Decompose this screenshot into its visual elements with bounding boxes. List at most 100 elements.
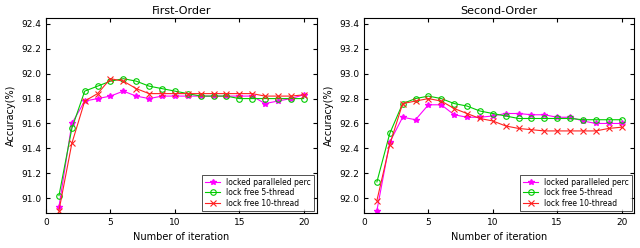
lock free 5-thread: [132, 80, 140, 83]
locked paralleled perc: [274, 100, 282, 103]
locked paralleled perc: [566, 116, 574, 119]
lock free 10-thread: [300, 93, 307, 96]
locked paralleled perc: [618, 122, 625, 125]
lock free 10-thread: [158, 92, 166, 95]
locked paralleled perc: [236, 94, 243, 97]
locked paralleled perc: [184, 94, 191, 97]
lock free 5-thread: [236, 97, 243, 100]
locked paralleled perc: [424, 103, 432, 106]
lock free 10-thread: [55, 209, 63, 212]
lock free 5-thread: [527, 117, 535, 120]
locked paralleled perc: [527, 113, 535, 116]
lock free 10-thread: [592, 129, 600, 132]
lock free 5-thread: [94, 85, 102, 88]
locked paralleled perc: [68, 122, 76, 125]
locked paralleled perc: [540, 113, 548, 116]
locked paralleled perc: [605, 122, 612, 125]
lock free 10-thread: [223, 92, 230, 95]
lock free 10-thread: [515, 127, 522, 130]
lock free 5-thread: [579, 118, 587, 121]
lock free 10-thread: [502, 124, 509, 127]
locked paralleled perc: [81, 100, 88, 103]
lock free 10-thread: [210, 92, 218, 95]
locked paralleled perc: [223, 94, 230, 97]
lock free 5-thread: [261, 97, 269, 100]
lock free 10-thread: [605, 127, 612, 130]
lock free 10-thread: [540, 129, 548, 132]
lock free 5-thread: [566, 117, 574, 120]
lock free 5-thread: [515, 117, 522, 120]
lock free 10-thread: [68, 142, 76, 145]
lock free 5-thread: [618, 118, 625, 121]
lock free 10-thread: [248, 92, 256, 95]
locked paralleled perc: [373, 209, 381, 212]
lock free 5-thread: [287, 97, 294, 100]
lock free 5-thread: [81, 90, 88, 93]
locked paralleled perc: [196, 94, 204, 97]
locked paralleled perc: [300, 93, 307, 96]
locked paralleled perc: [287, 97, 294, 100]
locked paralleled perc: [248, 94, 256, 97]
lock free 10-thread: [274, 94, 282, 97]
lock free 5-thread: [386, 132, 394, 135]
Y-axis label: Accuracy(%): Accuracy(%): [6, 85, 15, 146]
Legend: locked paralleled perc, lock free 5-thread, lock free 10-thread: locked paralleled perc, lock free 5-thre…: [520, 175, 632, 211]
lock free 10-thread: [184, 92, 191, 95]
lock free 10-thread: [618, 126, 625, 129]
lock free 5-thread: [540, 117, 548, 120]
lock free 5-thread: [210, 94, 218, 97]
locked paralleled perc: [145, 97, 153, 100]
locked paralleled perc: [132, 94, 140, 97]
locked paralleled perc: [94, 97, 102, 100]
lock free 5-thread: [489, 112, 497, 115]
lock free 5-thread: [300, 97, 307, 100]
locked paralleled perc: [158, 94, 166, 97]
locked paralleled perc: [592, 122, 600, 125]
lock free 5-thread: [592, 118, 600, 121]
lock free 5-thread: [120, 77, 127, 80]
lock free 10-thread: [566, 129, 574, 132]
lock free 5-thread: [158, 87, 166, 90]
Line: lock free 5-thread: lock free 5-thread: [374, 93, 625, 185]
Title: Second-Order: Second-Order: [461, 5, 538, 16]
Title: First-Order: First-Order: [152, 5, 211, 16]
lock free 10-thread: [94, 92, 102, 95]
locked paralleled perc: [171, 94, 179, 97]
lock free 5-thread: [223, 94, 230, 97]
Line: locked paralleled perc: locked paralleled perc: [374, 102, 625, 213]
lock free 10-thread: [399, 102, 406, 105]
locked paralleled perc: [579, 120, 587, 123]
lock free 10-thread: [437, 100, 445, 103]
lock free 10-thread: [579, 129, 587, 132]
lock free 10-thread: [373, 199, 381, 202]
Line: lock free 5-thread: lock free 5-thread: [56, 76, 307, 198]
locked paralleled perc: [437, 103, 445, 106]
locked paralleled perc: [120, 90, 127, 93]
locked paralleled perc: [502, 112, 509, 115]
lock free 10-thread: [424, 97, 432, 100]
lock free 5-thread: [463, 105, 471, 108]
lock free 5-thread: [451, 102, 458, 105]
lock free 10-thread: [120, 80, 127, 83]
locked paralleled perc: [386, 141, 394, 144]
lock free 10-thread: [412, 100, 419, 103]
lock free 5-thread: [171, 90, 179, 93]
lock free 5-thread: [145, 85, 153, 88]
lock free 10-thread: [287, 94, 294, 97]
lock free 5-thread: [68, 127, 76, 130]
lock free 10-thread: [236, 92, 243, 95]
lock free 5-thread: [196, 94, 204, 97]
lock free 10-thread: [554, 129, 561, 132]
Line: lock free 10-thread: lock free 10-thread: [374, 96, 625, 203]
lock free 5-thread: [373, 181, 381, 184]
lock free 10-thread: [196, 92, 204, 95]
locked paralleled perc: [451, 113, 458, 116]
lock free 10-thread: [132, 87, 140, 90]
locked paralleled perc: [261, 102, 269, 105]
locked paralleled perc: [463, 116, 471, 119]
lock free 10-thread: [386, 143, 394, 146]
lock free 5-thread: [399, 102, 406, 105]
locked paralleled perc: [55, 205, 63, 208]
locked paralleled perc: [399, 116, 406, 119]
lock free 5-thread: [502, 115, 509, 118]
